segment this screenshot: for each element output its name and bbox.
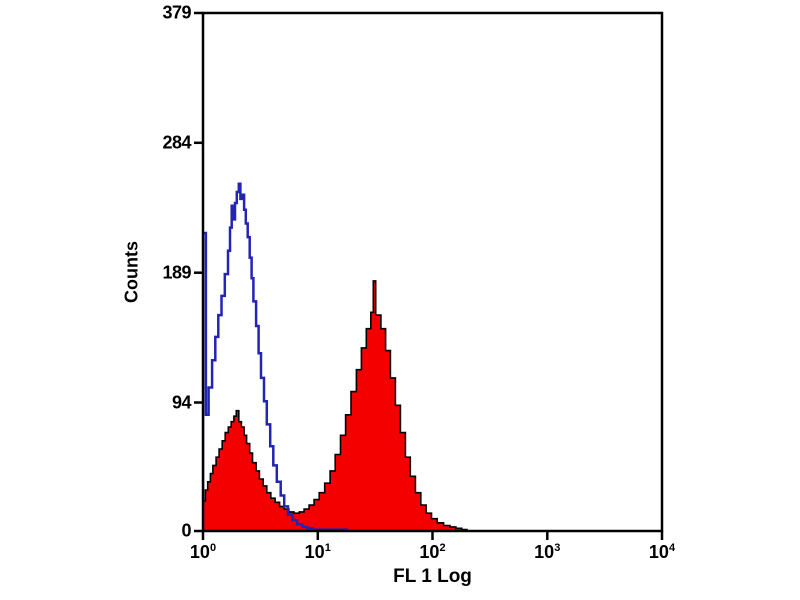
x-tick-label-10e3: 103 <box>534 542 561 562</box>
y-tick-label-189: 189 <box>162 262 191 283</box>
x-tick-label-10e1: 101 <box>304 542 331 562</box>
y-tick-label-94: 94 <box>171 392 192 413</box>
blue-open-histogram <box>203 182 349 531</box>
x-axis-label: FL 1 Log <box>393 566 472 587</box>
x-tick-label-10e2: 102 <box>419 542 446 562</box>
y-tick-label-284: 284 <box>162 132 191 153</box>
y-tick-label-379: 379 <box>162 2 191 23</box>
plot-box-frame <box>201 11 664 533</box>
y-axis-label: Counts <box>121 241 142 303</box>
x-tick-label-10e4: 104 <box>648 542 676 562</box>
y-tick-label-0: 0 <box>181 520 191 541</box>
x-tick-label-10e0: 100 <box>189 542 217 562</box>
red-filled-histogram <box>203 280 468 531</box>
